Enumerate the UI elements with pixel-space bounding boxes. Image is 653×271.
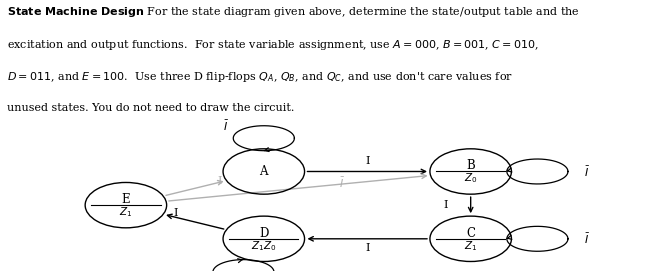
Text: I: I — [217, 176, 222, 186]
Text: $Z_0$: $Z_0$ — [464, 172, 477, 185]
Text: D: D — [259, 227, 268, 240]
Text: $\mathbf{State\ Machine\ Design}$ For the state diagram given above, determine t: $\mathbf{State\ Machine\ Design}$ For th… — [7, 5, 579, 20]
Text: $\bar{I}$: $\bar{I}$ — [339, 175, 345, 190]
Text: I: I — [365, 243, 370, 253]
Text: $\bar{I}$: $\bar{I}$ — [584, 232, 590, 246]
Text: I: I — [174, 208, 178, 218]
Text: excitation and output functions.  For state variable assignment, use $A = 000$, : excitation and output functions. For sta… — [7, 38, 539, 52]
Text: I: I — [443, 200, 448, 210]
Text: $Z_1Z_0$: $Z_1Z_0$ — [251, 239, 277, 253]
Text: I: I — [365, 156, 370, 166]
Text: $D = 011$, and $E = 100$.  Use three D flip-flops $Q_A$, $Q_B$, and $Q_C$, and u: $D = 011$, and $E = 100$. Use three D fl… — [7, 70, 513, 84]
Text: $\bar{I}$: $\bar{I}$ — [223, 119, 229, 133]
Text: unused states. You do not need to draw the circuit.: unused states. You do not need to draw t… — [7, 103, 294, 113]
Text: $Z_1$: $Z_1$ — [119, 205, 133, 219]
Text: $\bar{I}$: $\bar{I}$ — [584, 164, 590, 179]
Text: $Z_1$: $Z_1$ — [464, 239, 477, 253]
Text: B: B — [466, 159, 475, 172]
Text: A: A — [259, 165, 268, 178]
Text: C: C — [466, 227, 475, 240]
Text: E: E — [121, 193, 130, 206]
